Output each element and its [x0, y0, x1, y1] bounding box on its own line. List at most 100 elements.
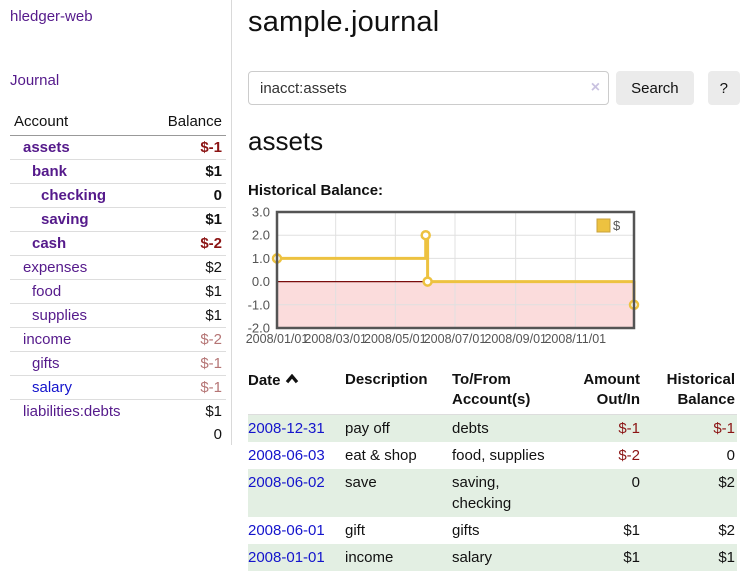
- sidebar-account-link[interactable]: income: [23, 331, 72, 348]
- sidebar-account-link[interactable]: supplies: [32, 307, 88, 324]
- transaction-amount: 0: [562, 469, 642, 517]
- register-row: 2008-12-31 pay off debts $-1 $-1: [248, 414, 737, 442]
- transaction-amount: $1: [562, 544, 642, 571]
- sidebar-account-link[interactable]: expenses: [23, 259, 88, 276]
- account-row: gifts $-1: [10, 351, 226, 376]
- help-button[interactable]: ?: [707, 71, 740, 105]
- transaction-date: 2008-06-02: [248, 469, 345, 517]
- transaction-balance: $-1: [642, 414, 737, 442]
- register-col-description[interactable]: Description: [345, 367, 452, 415]
- clear-search-icon[interactable]: ×: [590, 79, 601, 96]
- accounts-table: Account Balance assets $-1 bank $1 check…: [10, 110, 226, 446]
- svg-text:2008/09/01: 2008/09/01: [484, 332, 547, 346]
- svg-text:-2.0: -2.0: [248, 321, 270, 336]
- transaction-description: gift: [345, 522, 366, 539]
- transaction-date-link[interactable]: 2008-06-03: [248, 447, 325, 464]
- search-button[interactable]: Search: [616, 71, 694, 105]
- account-balance: $-2: [149, 231, 226, 256]
- search-input[interactable]: [248, 71, 610, 105]
- sidebar-account-link[interactable]: bank: [32, 163, 68, 180]
- account-name: expenses: [14, 259, 87, 276]
- register-col-date[interactable]: Date: [248, 367, 345, 415]
- register-row: 2008-06-01 gift gifts $1 $2: [248, 517, 737, 544]
- account-heading: assets: [248, 126, 324, 156]
- transaction-date: 2008-06-01: [248, 517, 345, 544]
- transaction-accounts: debts: [452, 414, 562, 442]
- historical-balance-chart: 3.0 2.0 1.0 0.0 -1.0 -2.0 2008/01/01 2008/03/01…: [244, 205, 740, 352]
- transaction-date-link[interactable]: 2008-06-01: [248, 522, 325, 539]
- transaction-balance: 0: [726, 447, 735, 464]
- transaction-date: 2008-06-03: [248, 442, 345, 469]
- register-table: Date Description To/From Account(s) Amou…: [248, 367, 737, 571]
- sidebar-account-link[interactable]: assets: [23, 139, 70, 156]
- transaction-date-link[interactable]: 2008-12-31: [248, 420, 325, 437]
- page-title: sample.journal: [248, 6, 440, 38]
- legend-swatch: [596, 218, 611, 233]
- transaction-accounts: salary: [452, 544, 562, 571]
- account-row: salary $-1: [10, 375, 226, 400]
- svg-text:2008/11/01: 2008/11/01: [544, 332, 606, 346]
- app-title: hledger-web: [10, 8, 231, 25]
- account-balance: $2: [149, 255, 226, 280]
- account-name: food: [14, 283, 61, 300]
- data-point-marker: [422, 276, 433, 287]
- account-name: assets: [14, 139, 70, 156]
- accounts-total-row: 0: [10, 423, 226, 446]
- sidebar-account-link[interactable]: liabilities:debts: [23, 403, 121, 420]
- accounts-total-spacer: [10, 423, 150, 446]
- transaction-description: income: [345, 544, 452, 571]
- transaction-amount: $-2: [618, 447, 640, 464]
- transaction-amount: $1: [623, 522, 640, 539]
- transaction-date-link[interactable]: 2008-06-02: [248, 474, 325, 491]
- sidebar-item-journal[interactable]: Journal: [10, 72, 60, 89]
- account-row: cash $-2: [10, 231, 226, 256]
- search-box: ×: [248, 71, 610, 105]
- register-col-accounts[interactable]: To/From Account(s): [452, 367, 562, 415]
- svg-text:-1.0: -1.0: [248, 297, 270, 312]
- sort-ascending-icon: [285, 370, 299, 390]
- sidebar-nav: Journal: [10, 72, 231, 89]
- account-name: income: [14, 331, 71, 348]
- account-balance: 0: [149, 183, 226, 208]
- svg-text:2008/07/01: 2008/07/01: [424, 332, 487, 346]
- transaction-balance: $2: [718, 522, 735, 539]
- account-name: cash: [14, 235, 66, 252]
- account-name: supplies: [14, 307, 87, 324]
- transaction-date: 2008-01-01: [248, 544, 345, 571]
- sidebar-account-link[interactable]: salary: [32, 379, 73, 396]
- account-balance: $1: [149, 399, 226, 423]
- account-row: food $1: [10, 279, 226, 304]
- transaction-amount: $-1: [562, 414, 642, 442]
- account-balance: $1: [149, 279, 226, 304]
- register-row: 2008-06-02 save saving, checking 0 $2: [248, 469, 737, 517]
- account-row: checking 0: [10, 183, 226, 208]
- register-header-row: Date Description To/From Account(s) Amou…: [248, 367, 737, 415]
- chart-svg: 3.0 2.0 1.0 0.0 -1.0 -2.02008/01/012008/03/01…: [246, 205, 640, 346]
- transaction-date-link[interactable]: 2008-01-01: [248, 549, 325, 566]
- register-col-amount[interactable]: Amount Out/In: [562, 367, 642, 415]
- account-row: supplies $1: [10, 303, 226, 328]
- account-balance: $-1: [200, 139, 222, 156]
- register-row: 2008-06-03 eat & shop food, supplies $-2…: [248, 442, 737, 469]
- sidebar-account-link[interactable]: gifts: [32, 355, 60, 372]
- app-title-link[interactable]: hledger-web: [10, 8, 93, 25]
- transaction-balance: $2: [642, 469, 737, 517]
- sidebar-account-link[interactable]: saving: [41, 211, 89, 228]
- account-row: bank $1: [10, 159, 226, 184]
- sidebar-account-link[interactable]: checking: [41, 187, 107, 204]
- accounts-header-row: Account Balance: [10, 110, 226, 136]
- account-name: saving: [14, 211, 89, 228]
- transaction-description: pay off: [345, 414, 452, 442]
- register-col-balance[interactable]: Historical Balance: [642, 367, 737, 415]
- svg-text:2008/01/01: 2008/01/01: [246, 332, 309, 346]
- sidebar-account-link[interactable]: cash: [32, 235, 67, 252]
- account-name: gifts: [14, 355, 60, 372]
- svg-text:3.0: 3.0: [252, 205, 270, 220]
- account-row: liabilities:debts $1: [10, 399, 226, 423]
- accounts-total-value: 0: [213, 426, 222, 443]
- svg-text:0.0: 0.0: [252, 274, 270, 289]
- transaction-description: save: [345, 469, 452, 517]
- sidebar-account-link[interactable]: food: [32, 283, 62, 300]
- account-row: income $-2: [10, 327, 226, 352]
- svg-text:1.0: 1.0: [252, 251, 270, 266]
